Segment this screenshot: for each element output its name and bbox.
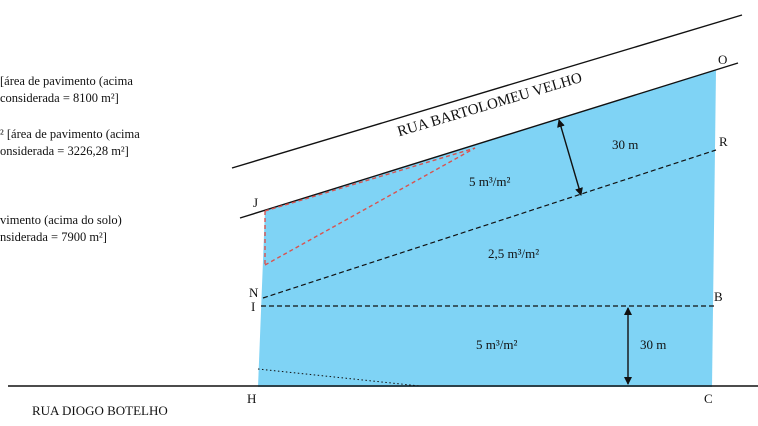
point-label-o: O <box>718 52 727 67</box>
point-label-j: J <box>253 195 258 210</box>
note-area-3: vimento (acima do solo) nsiderada = 7900… <box>0 212 122 246</box>
street-line-top-inner <box>239 62 739 219</box>
dimension-label-top: 30 m <box>612 137 638 152</box>
zone-middle-density: 2,5 m³/m² <box>488 246 539 261</box>
point-label-r: R <box>719 134 728 149</box>
note-area-2-line1: ² [área de pavimento (acima <box>0 127 140 141</box>
dotted-line-bottom <box>257 368 421 387</box>
point-label-n: N <box>249 285 259 300</box>
note-area-3-line1: vimento (acima do solo) <box>0 213 122 227</box>
point-label-c: C <box>704 391 713 406</box>
point-label-b: B <box>714 289 723 304</box>
note-area-1-line1: [área de pavimento (acima <box>0 74 133 88</box>
note-area-2: ² [área de pavimento (acima onsiderada =… <box>0 126 140 160</box>
point-label-h: H <box>247 391 256 406</box>
dimension-label-bottom: 30 m <box>640 337 666 352</box>
street-name-bottom: RUA DIOGO BOTELHO <box>32 403 168 418</box>
point-label-i: I <box>251 299 255 314</box>
red-dashed-diagonal <box>264 147 476 266</box>
red-dashed-top <box>264 147 476 212</box>
zone-upper-density: 5 m³/m² <box>469 174 510 189</box>
note-area-2-line2: onsiderada = 3226,28 m²] <box>0 144 129 158</box>
note-area-3-line2: nsiderada = 7900 m²] <box>0 230 107 244</box>
note-area-1: [área de pavimento (acima considerada = … <box>0 73 133 107</box>
dimension-arrow-top <box>557 119 583 196</box>
note-area-1-line2: considerada = 8100 m²] <box>0 91 119 105</box>
zone-lower-density: 5 m³/m² <box>476 337 517 352</box>
lot-area <box>258 70 716 387</box>
street-line-top-outer <box>231 14 743 169</box>
